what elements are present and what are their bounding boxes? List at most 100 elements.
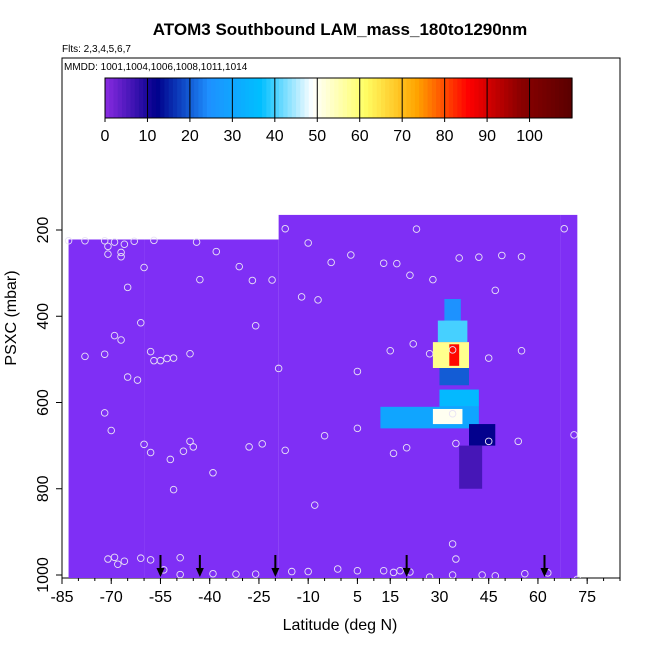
colorbar-cell: [470, 78, 475, 118]
colorbar-cell: [194, 78, 199, 118]
sample-point: [379, 259, 388, 267]
sample-point: [196, 275, 204, 284]
colorbar-cell: [198, 78, 204, 118]
sample-point: [570, 431, 578, 439]
sample-point: [517, 252, 526, 261]
colorbar-cell: [368, 78, 374, 118]
sample-point: [297, 293, 306, 301]
colorbar-cell: [431, 78, 437, 118]
colorbar-cell: [474, 78, 480, 118]
sample-point: [176, 570, 184, 578]
colorbar-cell: [410, 78, 416, 118]
colorbar-cell: [546, 78, 552, 118]
colorbar-cell: [325, 78, 331, 118]
x-tick-label: -40: [198, 589, 221, 606]
heatmap-cell: [444, 299, 461, 321]
colorbar-cell: [240, 78, 246, 118]
sample-point: [137, 318, 145, 327]
colorbar-cell: [567, 78, 573, 118]
colorbar-cell: [465, 78, 471, 118]
sample-point: [140, 263, 148, 272]
heatmap-cell: [439, 368, 470, 386]
sample-point: [137, 554, 145, 562]
sample-point: [517, 347, 526, 355]
colorbar-tick-label: 90: [478, 128, 496, 145]
colorbar-cell: [304, 78, 310, 118]
sample-point: [117, 252, 125, 261]
colorbar-cell: [321, 78, 327, 118]
x-tick-label: 60: [529, 589, 547, 606]
sample-point: [268, 276, 276, 284]
colorbar-cell: [389, 78, 395, 118]
colorbar: 0 10 20 30 40 50 60 70 80 90 100: [101, 77, 573, 145]
sample-point: [484, 437, 493, 446]
sample-point: [81, 237, 89, 245]
colorbar-cell: [126, 78, 132, 118]
sample-point: [209, 469, 217, 477]
sample-point: [320, 431, 329, 440]
colorbar-tick-label: 60: [351, 128, 369, 145]
x-tick-label: 30: [431, 589, 449, 606]
sample-point: [107, 426, 115, 435]
colorbar-cell: [117, 78, 123, 118]
sample-point: [186, 350, 194, 358]
flight-arrow-head: [402, 568, 411, 577]
colorbar-cell: [448, 78, 454, 118]
colorbar-cell: [291, 78, 297, 118]
colorbar-cell: [134, 78, 140, 118]
colorbar-cell: [380, 78, 386, 118]
colorbar-cell: [563, 78, 569, 118]
sample-point: [491, 286, 500, 295]
colorbar-cell: [525, 78, 531, 118]
sample-point: [169, 354, 178, 362]
sample-point: [406, 271, 414, 280]
sample-point: [100, 409, 109, 417]
colorbar-cell: [499, 78, 505, 118]
colorbar-cell: [419, 78, 425, 118]
colorbar-cell: [177, 78, 183, 118]
colorbar-cell: [453, 78, 458, 118]
sample-point: [245, 443, 253, 451]
flight-arrows: [156, 555, 549, 577]
colorbar-cell: [559, 78, 565, 118]
colorbar-cell: [385, 78, 391, 118]
colorbar-cell: [245, 78, 250, 118]
colorbar-ticks: 0 10 20 30 40 50 60 70 80 90 100: [101, 78, 543, 145]
heatmap-hotspots: [380, 299, 496, 489]
sample-point: [146, 448, 155, 457]
sample-point: [475, 253, 483, 261]
colorbar-cell: [232, 78, 238, 118]
sample-point: [393, 259, 401, 268]
sample-point: [314, 296, 322, 304]
colorbar-cell: [317, 78, 323, 118]
sample-point: [347, 251, 355, 259]
colorbar-cell: [461, 78, 467, 118]
sample-point: [425, 350, 434, 358]
colorbar-cell: [414, 78, 420, 118]
colorbar-cell: [113, 78, 119, 118]
sample-point: [100, 350, 109, 358]
colorbar-cell: [359, 78, 365, 118]
sample-points: [64, 224, 581, 578]
colorbar-cell: [351, 78, 357, 118]
x-tick-label: -25: [247, 589, 270, 606]
sample-point: [209, 569, 217, 578]
colorbar-cell: [444, 78, 450, 118]
heatmap-cell: [380, 406, 479, 429]
sample-point: [379, 566, 388, 575]
sample-point: [478, 571, 486, 578]
sample-point: [491, 572, 500, 578]
field-column: [68, 239, 145, 578]
x-axis: -85 -70 -55 -40 -25 -10 5 15 30 45 60 75: [50, 578, 621, 606]
colorbar-cell: [270, 78, 276, 118]
colorbar-cell: [457, 78, 463, 118]
colorbar-tick-label: 20: [181, 128, 199, 145]
sample-point: [288, 567, 296, 576]
sample-point: [81, 352, 89, 361]
sample-point: [120, 240, 129, 248]
colorbar-cell: [236, 78, 242, 118]
sample-point: [117, 248, 125, 257]
sample-point: [281, 224, 289, 233]
colorbar-cell: [121, 78, 127, 118]
